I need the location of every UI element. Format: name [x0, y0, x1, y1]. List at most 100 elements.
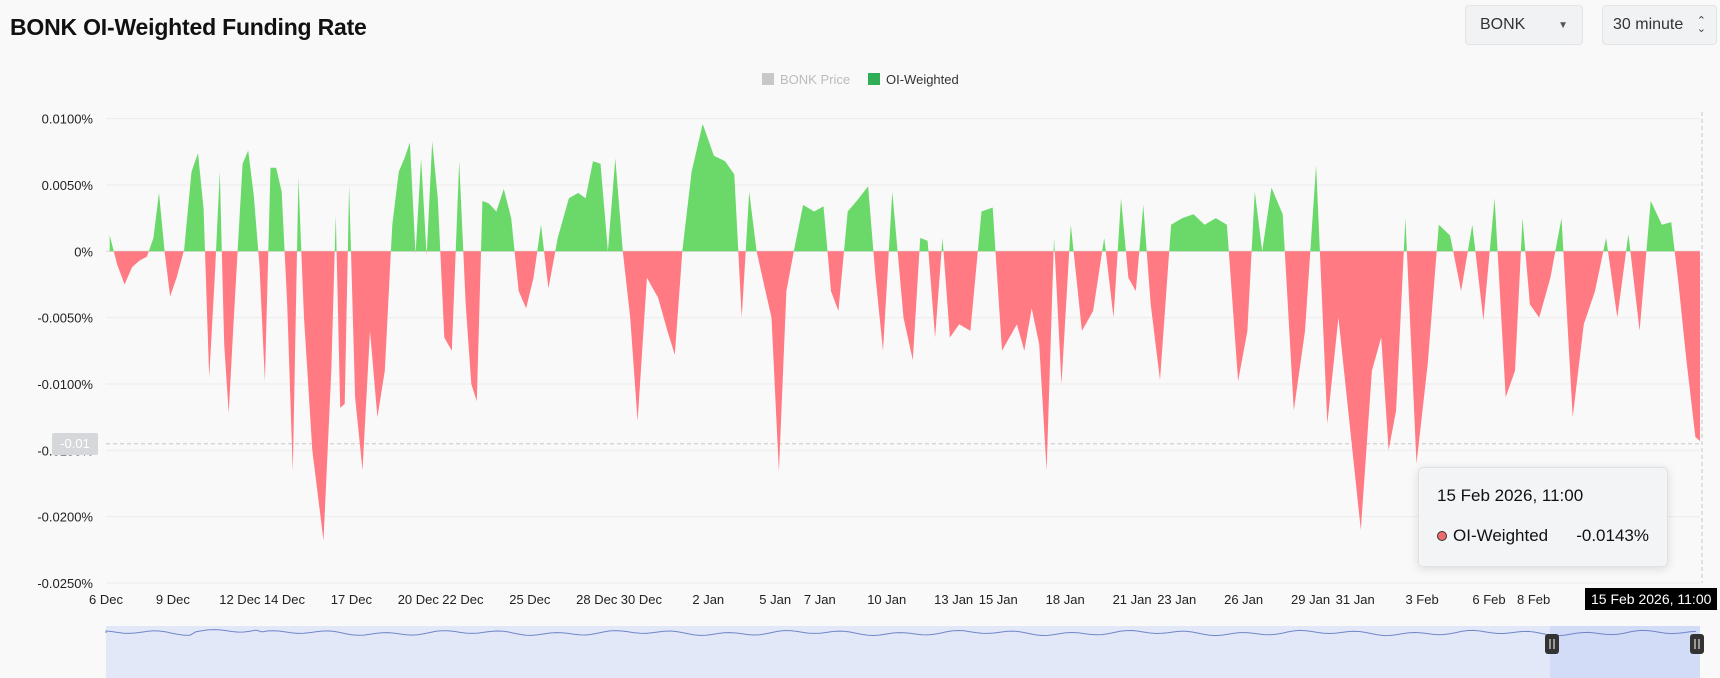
positive-area-28 [537, 224, 545, 252]
x-tick-label: 14 Dec [264, 592, 306, 607]
y-tick-label: -0.0100% [37, 377, 93, 392]
positive-area-22 [426, 141, 441, 252]
negative-area-79 [1630, 251, 1647, 331]
positive-area-2 [148, 192, 165, 252]
x-tick-label: 3 Feb [1405, 592, 1438, 607]
negative-area-15 [336, 251, 348, 408]
negative-area-69 [1475, 251, 1490, 321]
positive-area-58 [1169, 214, 1229, 252]
negative-area-81 [1674, 251, 1700, 441]
negative-area-67 [1453, 251, 1468, 292]
positive-area-74 [1555, 218, 1564, 252]
x-tick-label: 8 Feb [1517, 592, 1550, 607]
positive-area-4 [183, 153, 205, 252]
negative-area-5 [205, 251, 216, 378]
x-tick-label: 28 Dec [576, 592, 618, 607]
positive-area-50 [1069, 224, 1074, 252]
coin-select-value: BONK [1480, 16, 1526, 33]
x-tick-label: 5 Jan [759, 592, 791, 607]
positive-area-0 [109, 235, 114, 252]
chart-legend: BONK Price OI-Weighted [762, 72, 959, 87]
x-axis-ticks: 6 Dec 9 Dec 12 Dec 14 Dec 17 Dec 20 Dec 22 Dec… [89, 592, 1550, 607]
crosshair-y-label: -0.01 [52, 433, 98, 455]
negative-area-75 [1563, 251, 1604, 418]
x-tick-label: 13 Jan [934, 592, 973, 607]
negative-area-25 [463, 251, 481, 402]
positive-area-32 [682, 123, 739, 252]
negative-area-9 [258, 251, 269, 382]
negative-area-49 [1054, 251, 1070, 384]
y-tick-label: -0.0050% [37, 311, 93, 326]
x-tick-label: 6 Dec [89, 592, 123, 607]
interval-select-value: 30 minute [1613, 16, 1684, 33]
positive-area-70 [1489, 198, 1498, 252]
positive-area-24 [455, 161, 464, 252]
positive-area-30 [555, 158, 623, 252]
positive-area-54 [1117, 198, 1126, 252]
negative-area-59 [1228, 251, 1252, 382]
negative-area-17 [351, 251, 391, 471]
x-tick-label: 2 Jan [692, 592, 724, 607]
navigator-handle-1 [1690, 634, 1704, 654]
chart-tooltip: 15 Feb 2026, 11:00 OI-Weighted -0.0143% [1418, 467, 1668, 567]
y-tick-label: 0.0100% [42, 112, 94, 127]
positive-area-52 [1102, 238, 1106, 252]
x-tick-label: 22 Dec [442, 592, 484, 607]
positive-area-12 [297, 177, 302, 252]
x-tick-label: 26 Jan [1224, 592, 1263, 607]
coin-select[interactable]: BONK ▼ [1465, 5, 1583, 45]
negative-area-35 [756, 251, 794, 472]
negative-area-53 [1105, 251, 1118, 318]
range-navigator[interactable] [105, 626, 1704, 678]
positive-area-16 [347, 185, 351, 252]
positive-area-64 [1403, 218, 1407, 252]
x-tick-label: 30 Dec [621, 592, 663, 607]
negative-area-73 [1525, 251, 1556, 318]
tooltip-date: 15 Feb 2026, 11:00 [1437, 486, 1584, 505]
positive-area-14 [334, 215, 337, 252]
negative-area-43 [928, 251, 942, 338]
positive-area-38 [844, 186, 874, 252]
x-tick-label: 17 Dec [331, 592, 373, 607]
positive-area-72 [1520, 218, 1526, 252]
negative-area-13 [301, 251, 335, 541]
x-tick-label: 25 Dec [509, 592, 551, 607]
positive-area-78 [1626, 234, 1631, 252]
negative-area-47 [995, 251, 1054, 471]
positive-area-34 [745, 191, 757, 252]
up-down-chevron-icon: ⌃ ⌄ [1696, 15, 1706, 35]
negative-area-57 [1146, 251, 1170, 380]
negative-area-23 [440, 251, 456, 351]
page-title: BONK OI-Weighted Funding Rate [10, 14, 367, 40]
positive-area-20 [415, 158, 427, 252]
x-tick-label: 9 Dec [156, 592, 190, 607]
caret-down-icon: ▼ [1558, 19, 1568, 31]
positive-area-10 [268, 167, 285, 252]
y-tick-label: -0.0250% [37, 576, 93, 591]
positive-area-26 [481, 189, 515, 252]
negative-area-3 [164, 251, 184, 297]
positive-area-68 [1467, 224, 1476, 252]
negative-area-55 [1125, 251, 1140, 292]
negative-area-1 [113, 251, 149, 285]
navigator-handle-0 [1545, 634, 1559, 654]
crosshair-x-label: 15 Feb 2026, 11:00 [1585, 588, 1718, 610]
negative-area-27 [514, 251, 538, 309]
x-tick-label: 20 Dec [398, 592, 440, 607]
positive-area-56 [1139, 204, 1147, 252]
legend-label-0: BONK Price [780, 72, 850, 87]
negative-area-71 [1497, 251, 1521, 398]
positive-area-6 [216, 171, 222, 252]
interval-select[interactable]: 30 minute ⌃ ⌄ [1602, 5, 1717, 45]
positive-area-48 [1053, 238, 1055, 252]
x-tick-label: 18 Jan [1046, 592, 1085, 607]
x-tick-label: 31 Jan [1336, 592, 1375, 607]
positive-area-18 [390, 142, 416, 252]
x-tick-label: 29 Jan [1291, 592, 1330, 607]
legend-swatch-1 [868, 73, 880, 85]
positive-area-46 [977, 207, 996, 252]
negative-area-29 [544, 251, 556, 289]
positive-area-44 [941, 238, 944, 252]
tooltip-value: -0.0143% [1576, 526, 1649, 545]
